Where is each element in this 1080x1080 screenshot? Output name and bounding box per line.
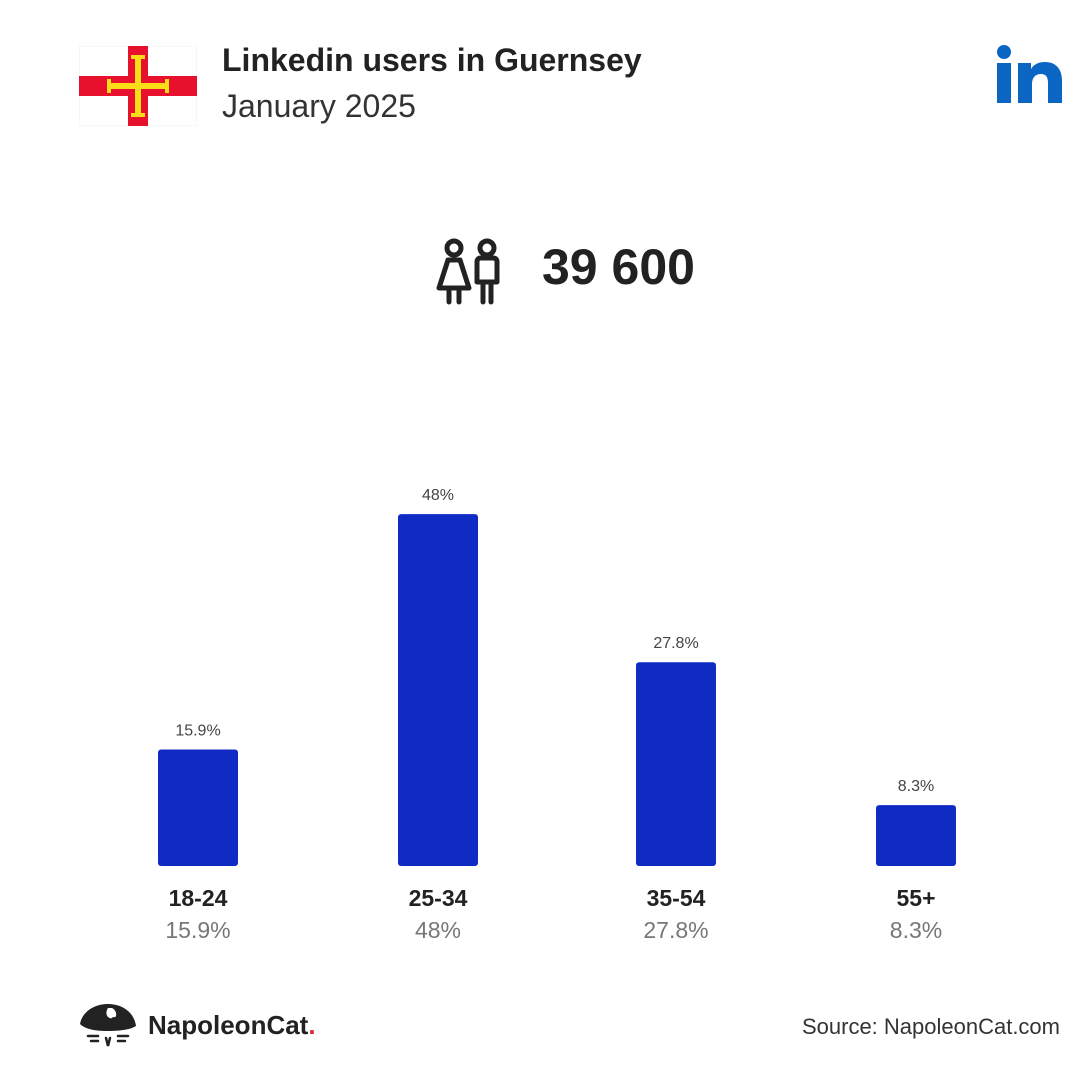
category-label-35-54: 35-54	[647, 885, 706, 911]
data-label-18-24: 15.9%	[175, 722, 220, 739]
guernsey-flag-icon	[79, 46, 197, 126]
data-label-55: 8.3%	[898, 778, 934, 795]
category-value-25-34: 48%	[415, 917, 461, 943]
users-icon	[436, 238, 500, 305]
bar-25-34	[398, 514, 478, 866]
category-value-35-54: 27.8%	[643, 917, 708, 943]
page-subtitle: January 2025	[222, 88, 416, 124]
bar-18-24	[158, 749, 238, 866]
brand-name-text: NapoleonCat	[148, 1010, 309, 1040]
data-label-35-54: 27.8%	[653, 635, 698, 652]
category-label-55: 55+	[896, 885, 935, 911]
category-label-25-34: 25-34	[409, 885, 468, 911]
bar-35-54	[636, 662, 716, 866]
category-label-18-24: 18-24	[169, 885, 228, 911]
total-users-value: 39 600	[542, 239, 695, 295]
brand-dot: .	[308, 1010, 316, 1040]
source-text: Source: NapoleonCat.com	[801, 1014, 1060, 1039]
brand-name: NapoleonCat.	[148, 1010, 316, 1041]
category-value-18-24: 15.9%	[165, 917, 230, 943]
linkedin-logo-icon	[997, 45, 1062, 103]
bar-55	[876, 805, 956, 866]
napoleoncat-logo-icon	[80, 1004, 136, 1047]
category-value-55: 8.3%	[890, 917, 942, 943]
data-label-25-34: 48%	[422, 487, 454, 504]
page-title: Linkedin users in Guernsey	[222, 42, 642, 78]
